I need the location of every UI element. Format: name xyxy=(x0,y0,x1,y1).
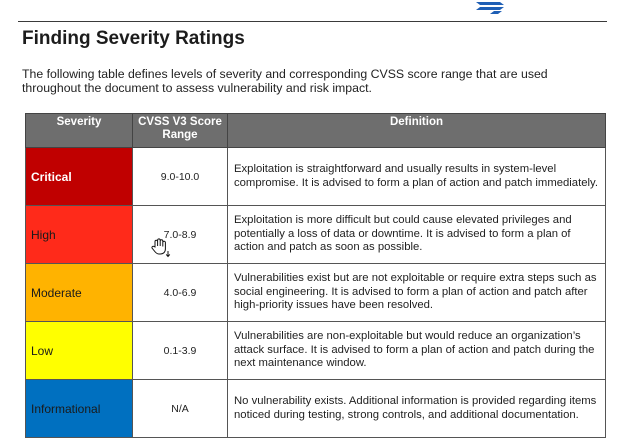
score-cell: N/A xyxy=(132,379,228,438)
score-cell: 4.0-6.9 xyxy=(132,263,228,322)
definition-cell: Vulnerabilities exist but are not exploi… xyxy=(227,263,606,322)
score-cell: 0.1-3.9 xyxy=(132,321,228,380)
severity-cell: Informational xyxy=(25,379,133,438)
severity-cell: Moderate xyxy=(25,263,133,322)
score-cell: 7.0-8.9 xyxy=(132,205,228,264)
table-row: Critical 9.0-10.0 Exploitation is straig… xyxy=(25,147,606,206)
table-header-row: Severity CVSS V3 Score Range Definition xyxy=(25,113,606,148)
severity-cell: High xyxy=(25,205,133,264)
definition-cell: Exploitation is more difficult but could… xyxy=(227,205,606,264)
intro-paragraph: The following table defines levels of se… xyxy=(22,67,548,95)
header-definition: Definition xyxy=(227,113,606,148)
table-row: Informational N/A No vulnerability exist… xyxy=(25,379,606,438)
page-title: Finding Severity Ratings xyxy=(22,28,245,49)
definition-cell: Exploitation is straightforward and usua… xyxy=(227,147,606,206)
severity-table: Severity CVSS V3 Score Range Definition … xyxy=(25,113,606,438)
header-rule xyxy=(18,21,607,22)
header-score-range: CVSS V3 Score Range xyxy=(132,113,228,148)
definition-cell: Vulnerabilities are non-exploitable but … xyxy=(227,321,606,380)
table-row: Moderate 4.0-6.9 Vulnerabilities exist b… xyxy=(25,263,606,322)
severity-cell: Critical xyxy=(25,147,133,206)
hand-cursor-icon xyxy=(151,238,171,258)
severity-cell: Low xyxy=(25,321,133,380)
definition-cell: No vulnerability exists. Additional info… xyxy=(227,379,606,438)
table-row: Low 0.1-3.9 Vulnerabilities are non-expl… xyxy=(25,321,606,380)
header-severity: Severity xyxy=(25,113,133,148)
logo-icon xyxy=(476,2,504,14)
score-cell: 9.0-10.0 xyxy=(132,147,228,206)
table-row: High 7.0-8.9 Exploitation is more diffic… xyxy=(25,205,606,264)
